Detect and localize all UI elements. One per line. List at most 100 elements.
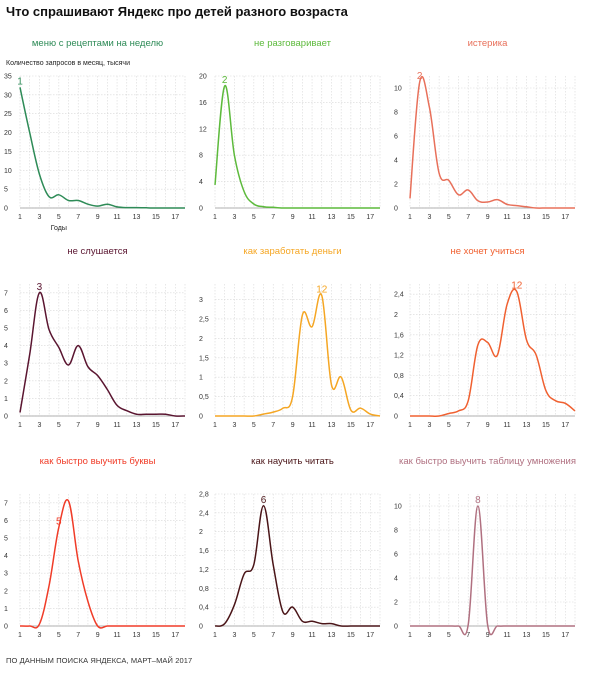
x-tick-label: 3 xyxy=(37,422,41,429)
x-tick-label: 3 xyxy=(232,214,236,221)
y-tick-label: 4 xyxy=(4,343,8,350)
y-tick-label: 4 xyxy=(199,179,203,186)
y-tick-label: 6 xyxy=(4,308,8,315)
x-tick-label: 15 xyxy=(542,422,550,429)
x-tick-label: 3 xyxy=(37,214,41,221)
panel-title: не слушается xyxy=(67,246,127,257)
x-tick-label: 15 xyxy=(347,214,355,221)
x-tick-label: 15 xyxy=(542,632,550,639)
x-tick-label: 7 xyxy=(466,632,470,639)
x-tick-label: 13 xyxy=(133,422,141,429)
x-tick-label: 11 xyxy=(503,422,510,429)
y-tick-label: 6 xyxy=(394,552,398,559)
x-tick-label: 11 xyxy=(308,422,315,429)
x-tick-label: 17 xyxy=(171,632,179,639)
x-tick-label: 5 xyxy=(252,214,256,221)
peak-label: 6 xyxy=(261,495,267,506)
source-note: ПО ДАННЫМ ПОИСКА ЯНДЕКСА, МАРТ–МАЙ 2017 xyxy=(6,656,193,665)
y-tick-label: 0 xyxy=(199,206,203,213)
peak-label: 2 xyxy=(417,71,423,82)
x-tick-label: 13 xyxy=(328,422,336,429)
x-tick-label: 3 xyxy=(427,632,431,639)
x-tick-label: 3 xyxy=(427,422,431,429)
y-tick-label: 15 xyxy=(4,149,12,156)
y-tick-label: 0 xyxy=(394,624,398,631)
y-tick-label: 2 xyxy=(4,378,8,385)
x-tick-label: 1 xyxy=(213,632,217,639)
panel-title: как научить читать xyxy=(251,456,334,467)
x-tick-label: 15 xyxy=(152,632,160,639)
y-tick-label: 0 xyxy=(394,414,398,421)
y-tick-label: 0 xyxy=(199,414,203,421)
x-tick-label: 3 xyxy=(37,632,41,639)
x-tick-label: 13 xyxy=(523,214,531,221)
y-tick-label: 4 xyxy=(4,553,8,560)
y-tick-label: 1 xyxy=(4,396,8,403)
x-tick-label: 3 xyxy=(232,632,236,639)
y-tick-label: 0,4 xyxy=(199,605,209,612)
x-tick-label: 7 xyxy=(466,214,470,221)
x-tick-label: 1 xyxy=(18,632,22,639)
x-tick-label: 3 xyxy=(427,214,431,221)
y-tick-label: 6 xyxy=(394,134,398,141)
y-tick-label: 5 xyxy=(4,326,8,333)
y-tick-label: 0 xyxy=(4,624,8,631)
y-tick-label: 2 xyxy=(199,529,203,536)
x-tick-label: 7 xyxy=(76,632,80,639)
x-tick-label: 17 xyxy=(171,214,179,221)
y-tick-label: 1 xyxy=(199,375,203,382)
y-tick-label: 2,8 xyxy=(199,492,209,499)
x-tick-label: 15 xyxy=(347,632,355,639)
y-tick-label: 2,4 xyxy=(199,510,209,517)
x-tick-label: 7 xyxy=(466,422,470,429)
y-tick-label: 8 xyxy=(394,110,398,117)
x-tick-label: 11 xyxy=(503,214,510,221)
y-tick-label: 0 xyxy=(394,206,398,213)
x-tick-label: 13 xyxy=(133,214,141,221)
y-tick-label: 7 xyxy=(4,290,8,297)
x-tick-label: 15 xyxy=(347,422,355,429)
x-tick-label: 5 xyxy=(252,422,256,429)
series-line xyxy=(214,85,380,209)
x-tick-label: 9 xyxy=(291,422,295,429)
y-tick-label: 1 xyxy=(4,606,8,613)
panel-title: истерика xyxy=(468,38,509,49)
peak-label: 12 xyxy=(316,285,328,296)
series-line xyxy=(19,291,186,417)
x-tick-label: 5 xyxy=(447,422,451,429)
series-line xyxy=(215,293,381,417)
x-tick-label: 9 xyxy=(486,422,490,429)
y-tick-label: 4 xyxy=(394,158,398,165)
x-tick-label: 1 xyxy=(408,214,412,221)
x-tick-label: 17 xyxy=(561,632,569,639)
y-tick-label: 1,2 xyxy=(199,567,209,574)
x-tick-label: 17 xyxy=(366,632,374,639)
y-tick-label: 6 xyxy=(4,518,8,525)
y-tick-label: 10 xyxy=(4,168,12,175)
x-tick-label: 9 xyxy=(96,422,100,429)
x-tick-label: 1 xyxy=(408,422,412,429)
x-tick-label: 17 xyxy=(561,422,569,429)
x-tick-label: 13 xyxy=(523,632,531,639)
y-tick-label: 2 xyxy=(394,312,398,319)
x-tick-label: 1 xyxy=(18,422,22,429)
panel-title: как быстро выучить таблицу умножения xyxy=(399,456,576,467)
x-tick-label: 9 xyxy=(291,214,295,221)
series-line xyxy=(214,505,380,627)
x-tick-label: 1 xyxy=(18,214,22,221)
x-tick-label: 9 xyxy=(486,632,490,639)
y-tick-label: 2 xyxy=(4,588,8,595)
x-tick-label: 7 xyxy=(76,422,80,429)
x-tick-label: 11 xyxy=(113,422,120,429)
x-tick-label: 5 xyxy=(57,214,61,221)
y-tick-label: 25 xyxy=(4,111,12,118)
y-tick-label: 2,4 xyxy=(394,292,404,299)
x-tick-label: 5 xyxy=(447,632,451,639)
x-tick-label: 1 xyxy=(408,632,412,639)
y-tick-label: 30 xyxy=(4,92,12,99)
